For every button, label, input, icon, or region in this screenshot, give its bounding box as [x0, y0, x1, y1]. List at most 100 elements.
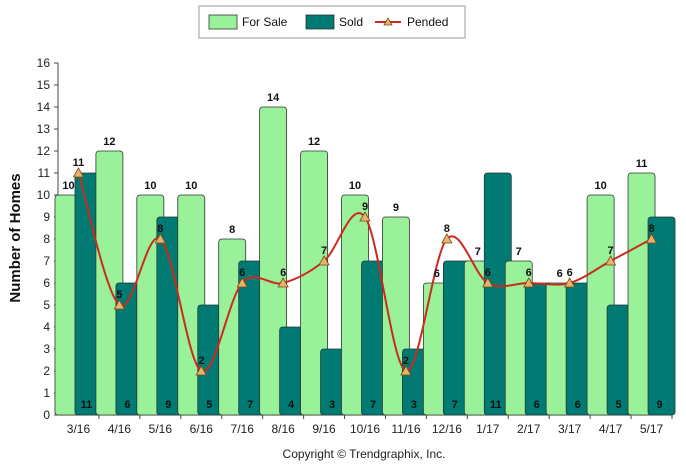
y-tick-label: 12: [37, 144, 51, 158]
label-sold: 6: [575, 399, 581, 411]
label-for-sale: 8: [229, 224, 235, 236]
pended-marker: [482, 277, 494, 288]
pended-line-layer: [72, 167, 658, 376]
label-pended: 7: [608, 245, 614, 257]
y-tick-label: 3: [43, 342, 50, 356]
legend-swatch-for-sale: [208, 14, 238, 30]
pended-marker: [604, 255, 617, 266]
bar-sold: [647, 216, 676, 416]
y-tick-label: 10: [37, 188, 51, 202]
y-tick-label: 8: [43, 232, 50, 246]
legend-label-for-sale: For Sale: [242, 15, 288, 29]
x-tick-label: 9/16: [312, 422, 336, 436]
label-for-sale: 10: [144, 180, 156, 192]
x-tick-label: 7/16: [231, 422, 255, 436]
pended-marker: [195, 365, 207, 376]
pended-marker: [359, 211, 371, 222]
label-for-sale: 14: [267, 92, 280, 104]
label-for-sale: 6: [557, 268, 563, 280]
x-tick-label: 1/17: [476, 422, 500, 436]
label-sold: 5: [616, 399, 622, 411]
bars: [54, 106, 676, 416]
x-tick-label: 6/16: [190, 422, 214, 436]
x-tick-label: 2/17: [517, 422, 541, 436]
label-for-sale: 7: [516, 246, 522, 258]
y-tick-label: 6: [43, 276, 50, 290]
label-for-sale: 10: [349, 180, 361, 192]
legend-label-sold: Sold: [339, 15, 363, 29]
label-sold: 6: [534, 399, 540, 411]
label-sold: 9: [165, 399, 171, 411]
legend: For Sale Sold Pended: [198, 5, 466, 39]
pended-marker: [441, 233, 453, 244]
data-labels: 1011126109105871441231079367711766610511…: [62, 92, 662, 411]
y-tick-label: 1: [43, 386, 50, 400]
label-for-sale: 10: [62, 180, 74, 192]
pended-marker: [318, 255, 330, 266]
pended-marker: [523, 277, 535, 288]
label-pended: 2: [198, 355, 204, 367]
y-tick-label: 7: [43, 254, 50, 268]
y-axis-label: Number of Homes: [7, 173, 24, 302]
pended-marker: [400, 365, 412, 376]
label-pended: 6: [526, 267, 532, 279]
label-for-sale: 12: [103, 136, 115, 148]
label-for-sale: 6: [434, 268, 440, 280]
label-sold: 7: [370, 399, 376, 411]
y-tick-label: 15: [37, 78, 51, 92]
label-pended: 11: [73, 157, 85, 169]
pended-marker: [154, 233, 167, 244]
label-sold: 3: [329, 399, 335, 411]
y-tick-label: 9: [43, 210, 50, 224]
x-tick-label: 12/16: [432, 422, 462, 436]
label-sold: 4: [288, 399, 295, 411]
label-sold: 3: [411, 399, 417, 411]
label-pended: 9: [362, 201, 368, 213]
x-tick-label: 3/17: [558, 422, 582, 436]
legend-swatch-sold: [305, 14, 335, 30]
x-tick-label: 4/16: [108, 422, 132, 436]
pended-marker: [277, 277, 289, 288]
y-tick-label: 0: [43, 408, 50, 422]
label-for-sale: 12: [308, 136, 320, 148]
x-tick-label: 10/16: [350, 422, 380, 436]
pended-marker: [645, 233, 658, 244]
y-tick-label: 11: [38, 166, 51, 180]
label-for-sale: 10: [594, 180, 606, 192]
label-for-sale: 11: [636, 158, 648, 170]
x-tick-label: 3/16: [67, 422, 91, 436]
label-for-sale: 9: [393, 202, 399, 214]
y-tick-label: 16: [37, 56, 51, 70]
y-tick-label: 5: [43, 298, 50, 312]
label-pended: 8: [444, 223, 450, 235]
label-sold: 9: [656, 399, 662, 411]
label-pended: 7: [321, 245, 327, 257]
pended-marker: [236, 277, 248, 288]
y-tick-label: 14: [37, 100, 51, 114]
label-pended: 6: [567, 267, 573, 279]
x-tick-label: 4/17: [599, 422, 623, 436]
pended-marker: [563, 277, 576, 288]
pended-marker: [113, 299, 126, 310]
label-sold: 11: [490, 399, 502, 411]
label-sold: 11: [81, 399, 93, 411]
label-pended: 2: [403, 355, 409, 367]
x-ticks: 3/16 4/16 5/16 6/16 7/16 8/16 9/16 10/16 11/16 12…: [67, 415, 673, 436]
x-tick-label: 8/16: [271, 422, 295, 436]
copyright-text: Copyright © Trendgraphix, Inc.: [283, 447, 446, 461]
legend-label-pended: Pended: [407, 15, 448, 29]
pended-marker: [72, 167, 85, 178]
bar-for-sale: [300, 150, 328, 416]
label-sold: 5: [206, 399, 212, 411]
label-pended: 8: [157, 223, 163, 235]
legend-swatch-pended-marker: [383, 17, 393, 26]
label-sold: 7: [452, 399, 458, 411]
x-tick-label: 5/16: [149, 422, 173, 436]
label-for-sale: 10: [185, 180, 197, 192]
label-pended: 6: [485, 267, 491, 279]
label-pended: 6: [239, 267, 245, 279]
label-pended: 6: [280, 267, 286, 279]
label-sold: 7: [247, 399, 253, 411]
y-tick-label: 4: [43, 320, 50, 334]
